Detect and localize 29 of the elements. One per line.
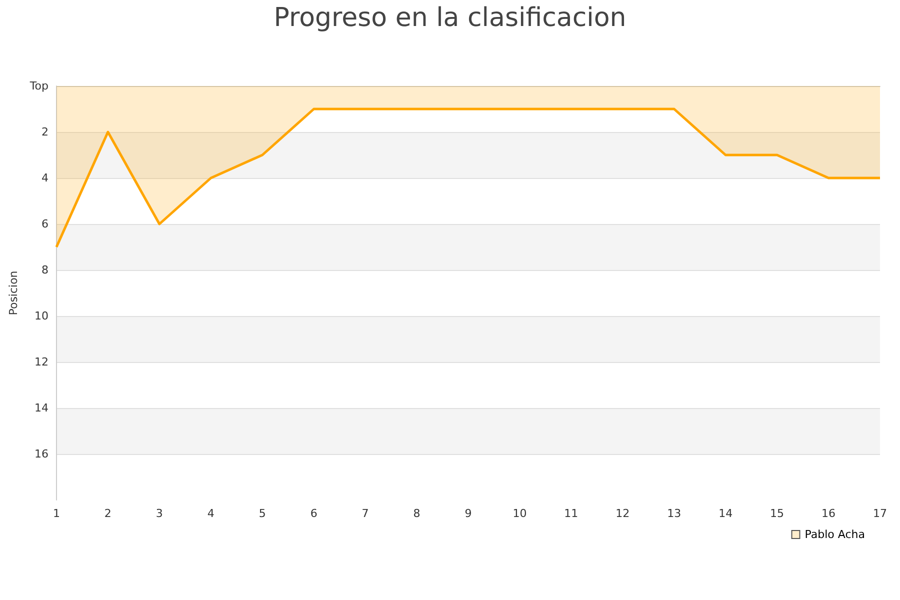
y-tick-label: 8 [41,264,48,276]
x-tick-label: 2 [104,507,112,520]
x-tick-label: 12 [616,507,630,520]
y-axis-title: Posicion [7,270,20,316]
y-tick-label: 12 [34,356,48,368]
y-tick-label: 6 [41,218,48,230]
x-tick-label: 5 [258,507,266,520]
x-tick-label: 1 [52,507,60,520]
y-tick-label: 14 [34,402,48,414]
y-tick-label: 16 [34,448,48,460]
x-tick-label: 8 [413,507,420,520]
y-tick-label: 2 [41,126,48,138]
x-tick-label: 15 [770,507,784,520]
legend-label: Pablo Acha [804,528,866,541]
y-tick-label: 4 [41,172,48,184]
x-tick-label: 14 [718,507,733,520]
x-tick-label: 17 [873,507,887,520]
x-tick-label: 10 [512,507,527,520]
x-tick-label: 7 [362,507,369,520]
x-tick-label: 13 [667,507,682,520]
y-tick-label: Top [28,80,48,92]
x-tick-label: 6 [310,507,318,520]
x-tick-label: 9 [464,507,472,520]
x-tick-label: 11 [564,507,578,520]
x-tick-label: 16 [822,507,836,520]
x-tick-label: 4 [207,507,214,520]
chart-title: Progreso en la clasificacion [274,3,626,33]
x-tick-label: 3 [156,507,163,520]
y-tick-label: 10 [34,310,48,322]
